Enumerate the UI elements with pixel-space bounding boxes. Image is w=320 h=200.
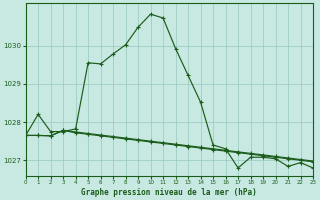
X-axis label: Graphe pression niveau de la mer (hPa): Graphe pression niveau de la mer (hPa) — [82, 188, 257, 197]
